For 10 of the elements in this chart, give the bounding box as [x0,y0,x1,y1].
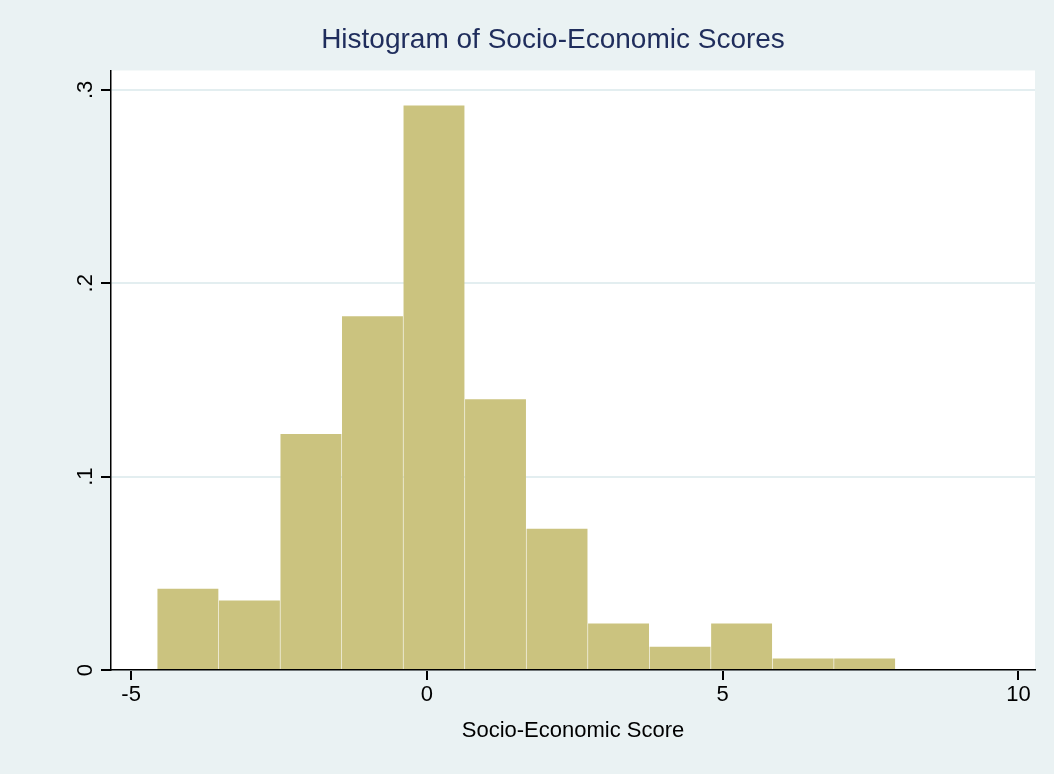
x-tick-label: 10 [1006,681,1031,707]
x-axis-title: Socio-Economic Score [461,716,685,742]
y-tick-label: 0 [72,663,98,677]
y-tick-label: .3 [72,80,98,100]
x-tick-label: 0 [420,681,434,707]
y-tick-label: .2 [72,274,98,293]
y-tick-label: .1 [72,467,98,486]
chart-title: Histogram of Socio-Economic Scores [321,22,785,54]
x-tick-label: 5 [716,681,729,707]
x-tick-label: -5 [121,681,141,707]
